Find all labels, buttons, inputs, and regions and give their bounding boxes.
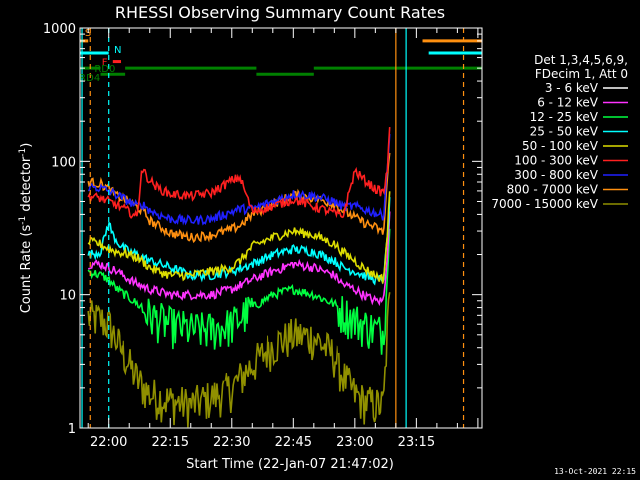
series-line-800-7000-kev (87, 152, 391, 244)
flag-label-flare: F (102, 58, 108, 69)
plot-area (80, 28, 482, 428)
series-line-12-25-kev (87, 228, 391, 355)
y-tick-label-1: 1 (68, 422, 76, 437)
legend-label-12-25keV: 12 - 25 keV (530, 110, 599, 124)
x-axis-label: Start Time (22-Jan-07 21:47:02) (186, 457, 394, 472)
flag-label-saa: S (85, 28, 91, 39)
y-tick-label-1000: 1000 (43, 22, 76, 37)
legend-header-decim: FDecim 1, Att 0 (535, 67, 628, 81)
x-tick-label-2230: 22:30 (213, 435, 250, 450)
legend-label-7000-15000keV: 7000 - 15000 keV (491, 197, 598, 211)
legend-label-3-6keV: 3 - 6 keV (545, 81, 599, 95)
flag-label-rd4: RD4 (79, 73, 100, 84)
x-tick-label-2215: 22:15 (152, 435, 189, 450)
x-axis-ticks (87, 28, 479, 428)
flag-label-night: N (114, 45, 121, 56)
legend: Det 1,3,4,5,6,9, FDecim 1, Att 0 3 - 6 k… (491, 53, 628, 211)
series-line-50-100-kev (87, 191, 391, 284)
x-tick-label-2315: 23:15 (398, 435, 435, 450)
legend-label-25-50keV: 25 - 50 keV (530, 125, 599, 139)
flag-label-rd0: RD0 (94, 64, 115, 75)
legend-label-800-7000keV: 800 - 7000 keV (507, 183, 599, 197)
x-tick-label-2245: 22:45 (275, 435, 312, 450)
y-axis-ticks (80, 33, 482, 429)
series-line-7000-15000-kev (87, 292, 391, 428)
y-tick-label-100: 100 (51, 155, 76, 170)
legend-label-6-12keV: 6 - 12 keV (537, 96, 599, 110)
plot-frame (79, 27, 483, 429)
chart-title: RHESSI Observing Summary Count Rates (115, 3, 445, 22)
x-tick-label-2300: 23:00 (336, 435, 373, 450)
y-tick-label-10: 10 (59, 289, 76, 304)
generation-timestamp: 13-Oct-2021 22:15 (554, 467, 636, 476)
legend-label-300-800keV: 300 - 800 keV (514, 168, 598, 182)
x-tick-label-2200: 22:00 (90, 435, 127, 450)
legend-header-detectors: Det 1,3,4,5,6,9, (534, 53, 628, 67)
series-line-6-12-kev (88, 211, 391, 307)
legend-label-50-100keV: 50 - 100 keV (522, 139, 599, 153)
legend-label-100-300keV: 100 - 300 keV (514, 154, 598, 168)
y-axis-label: Count Rate (s-1 detector-1) (18, 143, 34, 314)
series-line-3-6-kev (87, 244, 391, 390)
series-line-100-300-kev (87, 127, 391, 219)
